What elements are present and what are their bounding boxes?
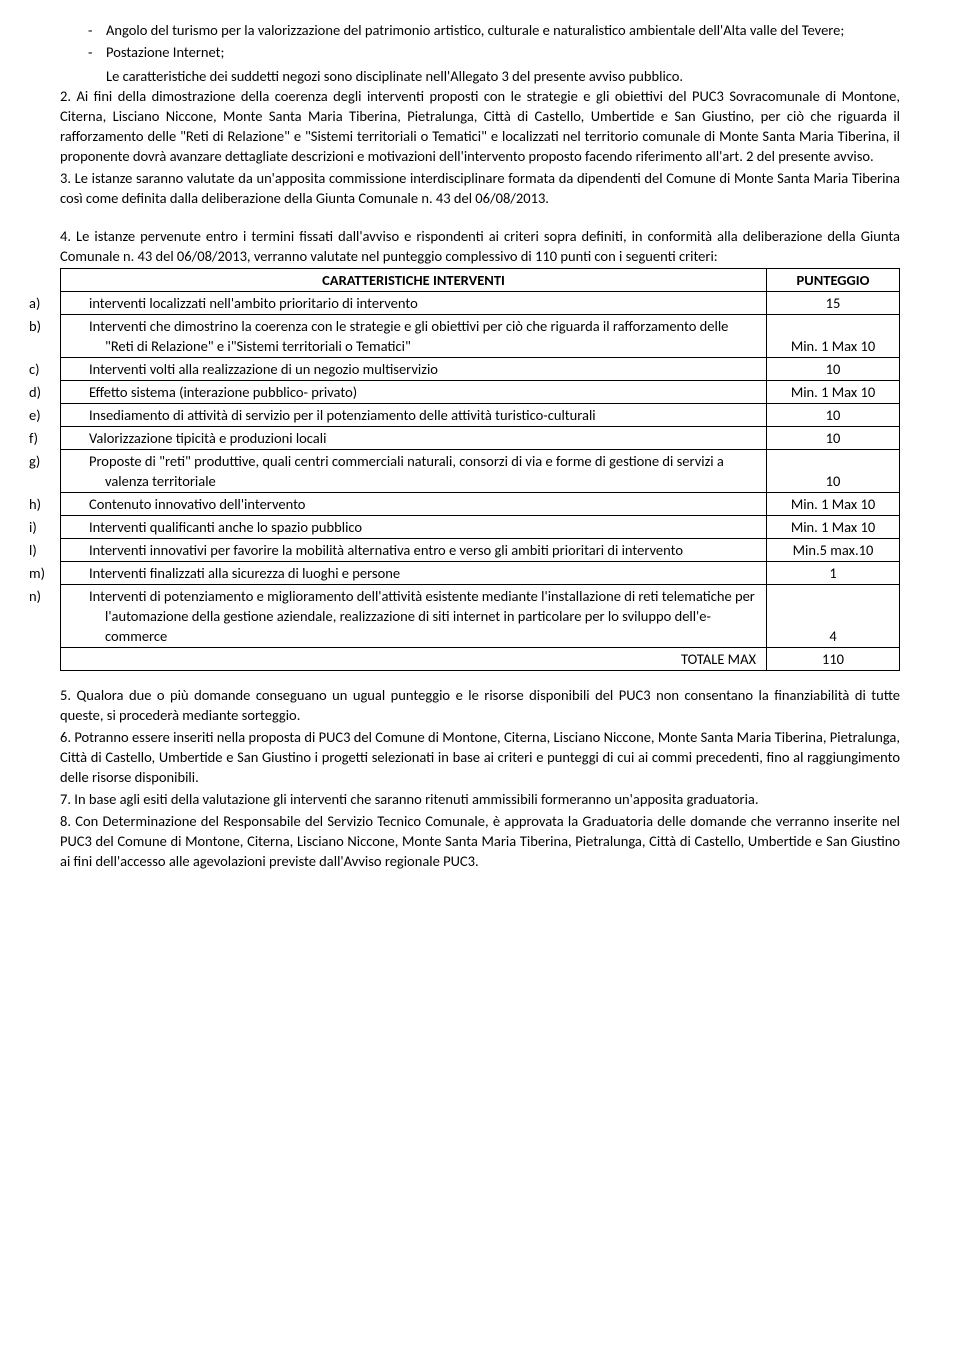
- score-cell: Min. 1 Max 10: [767, 315, 900, 358]
- paragraph-8: 8. Con Determinazione del Responsabile d…: [60, 811, 900, 871]
- criteria-cell: e)Insediamento di attività di servizio p…: [61, 404, 767, 427]
- bullet-item: Angolo del turismo per la valorizzazione…: [106, 20, 900, 40]
- paragraph-4: 4. Le istanze pervenute entro i termini …: [60, 226, 900, 266]
- criteria-cell: l)Interventi innovativi per favorire la …: [61, 539, 767, 562]
- criteria-table: CARATTERISTICHE INTERVENTI PUNTEGGIO a)i…: [60, 268, 900, 671]
- table-total-row: TOTALE MAX 110: [61, 648, 900, 671]
- criteria-cell: m)Interventi finalizzati alla sicurezza …: [61, 562, 767, 585]
- intro-trailing-line: Le caratteristiche dei suddetti negozi s…: [60, 66, 900, 86]
- table-row: f)Valorizzazione tipicità e produzioni l…: [61, 427, 900, 450]
- criteria-cell: g)Proposte di "reti" produttive, quali c…: [61, 450, 767, 493]
- score-cell: 4: [767, 585, 900, 648]
- table-row: b)Interventi che dimostrino la coerenza …: [61, 315, 900, 358]
- paragraph-2: 2. Ai fini della dimostrazione della coe…: [60, 86, 900, 166]
- score-cell: Min. 1 Max 10: [767, 381, 900, 404]
- score-cell: 10: [767, 450, 900, 493]
- table-row: m)Interventi finalizzati alla sicurezza …: [61, 562, 900, 585]
- table-row: h)Contenuto innovativo dell'interventoMi…: [61, 493, 900, 516]
- header-caratteristiche: CARATTERISTICHE INTERVENTI: [61, 269, 767, 292]
- header-punteggio: PUNTEGGIO: [767, 269, 900, 292]
- score-cell: 15: [767, 292, 900, 315]
- criteria-cell: f)Valorizzazione tipicità e produzioni l…: [61, 427, 767, 450]
- criteria-cell: n)Interventi di potenziamento e migliora…: [61, 585, 767, 648]
- criteria-cell: a)interventi localizzati nell'ambito pri…: [61, 292, 767, 315]
- bullet-item: Postazione Internet;: [106, 42, 900, 62]
- score-cell: 10: [767, 358, 900, 381]
- criteria-cell: i)Interventi qualificanti anche lo spazi…: [61, 516, 767, 539]
- score-cell: Min. 1 Max 10: [767, 516, 900, 539]
- table-row: c)Interventi volti alla realizzazione di…: [61, 358, 900, 381]
- paragraph-3: 3. Le istanze saranno valutate da un'app…: [60, 168, 900, 208]
- table-row: d)Effetto sistema (interazione pubblico-…: [61, 381, 900, 404]
- paragraph-6: 6. Potranno essere inseriti nella propos…: [60, 727, 900, 787]
- table-row: l)Interventi innovativi per favorire la …: [61, 539, 900, 562]
- score-cell: Min.5 max.10: [767, 539, 900, 562]
- table-row: e)Insediamento di attività di servizio p…: [61, 404, 900, 427]
- score-cell: 10: [767, 427, 900, 450]
- criteria-cell: c)Interventi volti alla realizzazione di…: [61, 358, 767, 381]
- table-row: a)interventi localizzati nell'ambito pri…: [61, 292, 900, 315]
- document-page: Angolo del turismo per la valorizzazione…: [0, 0, 960, 913]
- criteria-cell: h)Contenuto innovativo dell'intervento: [61, 493, 767, 516]
- table-row: g)Proposte di "reti" produttive, quali c…: [61, 450, 900, 493]
- bullet-list: Angolo del turismo per la valorizzazione…: [60, 20, 900, 62]
- total-value: 110: [767, 648, 900, 671]
- table-header-row: CARATTERISTICHE INTERVENTI PUNTEGGIO: [61, 269, 900, 292]
- total-label: TOTALE MAX: [61, 648, 767, 671]
- score-cell: Min. 1 Max 10: [767, 493, 900, 516]
- criteria-cell: b)Interventi che dimostrino la coerenza …: [61, 315, 767, 358]
- criteria-cell: d)Effetto sistema (interazione pubblico-…: [61, 381, 767, 404]
- score-cell: 1: [767, 562, 900, 585]
- table-row: i)Interventi qualificanti anche lo spazi…: [61, 516, 900, 539]
- paragraph-5: 5. Qualora due o più domande conseguano …: [60, 685, 900, 725]
- paragraph-7: 7. In base agli esiti della valutazione …: [60, 789, 900, 809]
- score-cell: 10: [767, 404, 900, 427]
- table-row: n)Interventi di potenziamento e migliora…: [61, 585, 900, 648]
